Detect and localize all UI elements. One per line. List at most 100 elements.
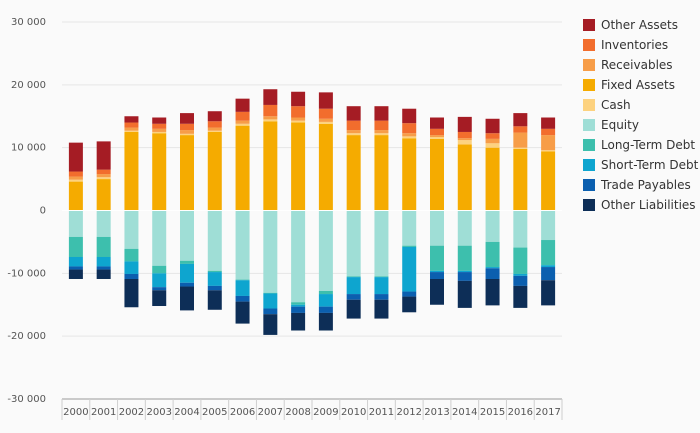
bar-segment <box>430 135 444 137</box>
x-tick-label: 2001 <box>91 407 116 418</box>
bar-segment <box>235 301 250 324</box>
x-tick-label: 2013 <box>424 407 449 418</box>
legend-swatch <box>583 199 595 211</box>
bar-segment <box>430 278 444 305</box>
bar-segment <box>513 147 528 149</box>
bar-segment <box>235 120 250 124</box>
bar-segment <box>124 131 139 211</box>
x-tick-label: 2006 <box>230 407 255 418</box>
legend-swatch <box>583 119 595 131</box>
x-tick-label: 2010 <box>341 407 366 418</box>
x-tick-label: 2016 <box>508 407 533 418</box>
bar-segment <box>235 111 250 121</box>
bar-segment <box>152 128 167 132</box>
bar-segment <box>346 120 361 131</box>
bar-segment <box>513 113 528 127</box>
bar-segment <box>207 131 222 211</box>
bar-segment <box>96 174 111 178</box>
legend-label: Short-Term Debt <box>601 158 699 172</box>
bar-segment <box>180 130 194 134</box>
bar-segment <box>318 92 333 109</box>
bar-segment <box>180 133 194 136</box>
x-tick-label: 2012 <box>396 407 421 418</box>
bar-segment <box>457 245 472 271</box>
bar-segment <box>318 123 333 211</box>
bar-segment <box>68 266 83 270</box>
bar-segment <box>541 150 556 152</box>
bar-segment <box>96 177 111 180</box>
bar-segment <box>207 127 222 131</box>
bar-segment <box>291 117 306 121</box>
bar-segment <box>96 269 111 279</box>
x-tick-label: 2005 <box>202 407 227 418</box>
bar-segment <box>96 266 111 270</box>
y-tick-label: 10 000 <box>11 143 46 154</box>
bar-segment <box>430 117 444 129</box>
bar-segment <box>318 210 333 291</box>
legend-swatch <box>583 39 595 51</box>
legend-swatch <box>583 79 595 91</box>
bar-segment <box>485 267 500 269</box>
bar-segment <box>457 144 472 211</box>
legend-label: Inventories <box>601 38 668 52</box>
bar-segment <box>374 210 389 277</box>
bar-segment <box>180 135 194 211</box>
bar-segment <box>485 138 500 144</box>
bar-segment <box>513 273 528 276</box>
bar-segment <box>180 210 194 261</box>
bar-segment <box>124 248 139 262</box>
bar-segment <box>235 210 250 280</box>
bar-segment <box>346 276 361 278</box>
bar-segment <box>374 299 389 319</box>
bar-segment <box>457 270 472 273</box>
bar-segment <box>152 273 167 288</box>
y-tick-label: 30 000 <box>11 17 46 28</box>
bar-segment <box>318 312 333 331</box>
bar-segment <box>68 179 83 182</box>
bar-segment <box>430 245 444 271</box>
bar-segment <box>68 236 83 257</box>
bar-segment <box>485 143 500 148</box>
legend-label: Equity <box>601 118 639 132</box>
bar-segment <box>263 210 278 293</box>
bar-segment <box>207 121 222 128</box>
bar-segment <box>180 282 194 287</box>
y-tick-label: 20 000 <box>11 80 46 91</box>
bar-segment <box>457 116 472 132</box>
x-tick-label: 2000 <box>63 407 88 418</box>
bar-segment <box>457 272 472 281</box>
bar-segment <box>124 261 139 274</box>
bar-segment <box>430 272 444 279</box>
legend-swatch <box>583 179 595 191</box>
bar-segment <box>513 148 528 211</box>
bar-segment <box>318 290 333 295</box>
legend-label: Other Assets <box>601 18 678 32</box>
bar-segment <box>457 131 472 139</box>
bar-segment <box>235 295 250 302</box>
bar-segment <box>374 130 389 134</box>
bar-segment <box>291 304 306 307</box>
bar-segment <box>124 127 139 131</box>
bar-segment <box>513 126 528 133</box>
bar-segment <box>402 123 417 134</box>
x-tick-label: 2009 <box>313 407 338 418</box>
bar-segment <box>402 296 417 313</box>
y-tick-label: 0 <box>40 206 46 217</box>
legend-swatch <box>583 19 595 31</box>
bar-segment <box>235 125 250 211</box>
bar-segment <box>346 294 361 300</box>
bar-segment <box>318 294 333 307</box>
bar-segment <box>68 256 83 267</box>
x-tick-labels: 2000 2001 2002 2003 2004 2005 2006 2007 2008 2009… <box>61 399 563 420</box>
y-tick-label: -20 000 <box>7 331 46 342</box>
bar-segment <box>235 98 250 112</box>
legend-label: Cash <box>601 98 631 112</box>
bar-segment <box>180 123 194 131</box>
bar-segment <box>318 108 333 119</box>
x-tick-label: 2011 <box>369 407 394 418</box>
legend-label: Trade Payables <box>600 178 691 192</box>
bar-segment <box>541 117 556 129</box>
bar-segment <box>180 286 194 311</box>
bar-segment <box>152 265 167 274</box>
bar-segment <box>68 181 83 211</box>
